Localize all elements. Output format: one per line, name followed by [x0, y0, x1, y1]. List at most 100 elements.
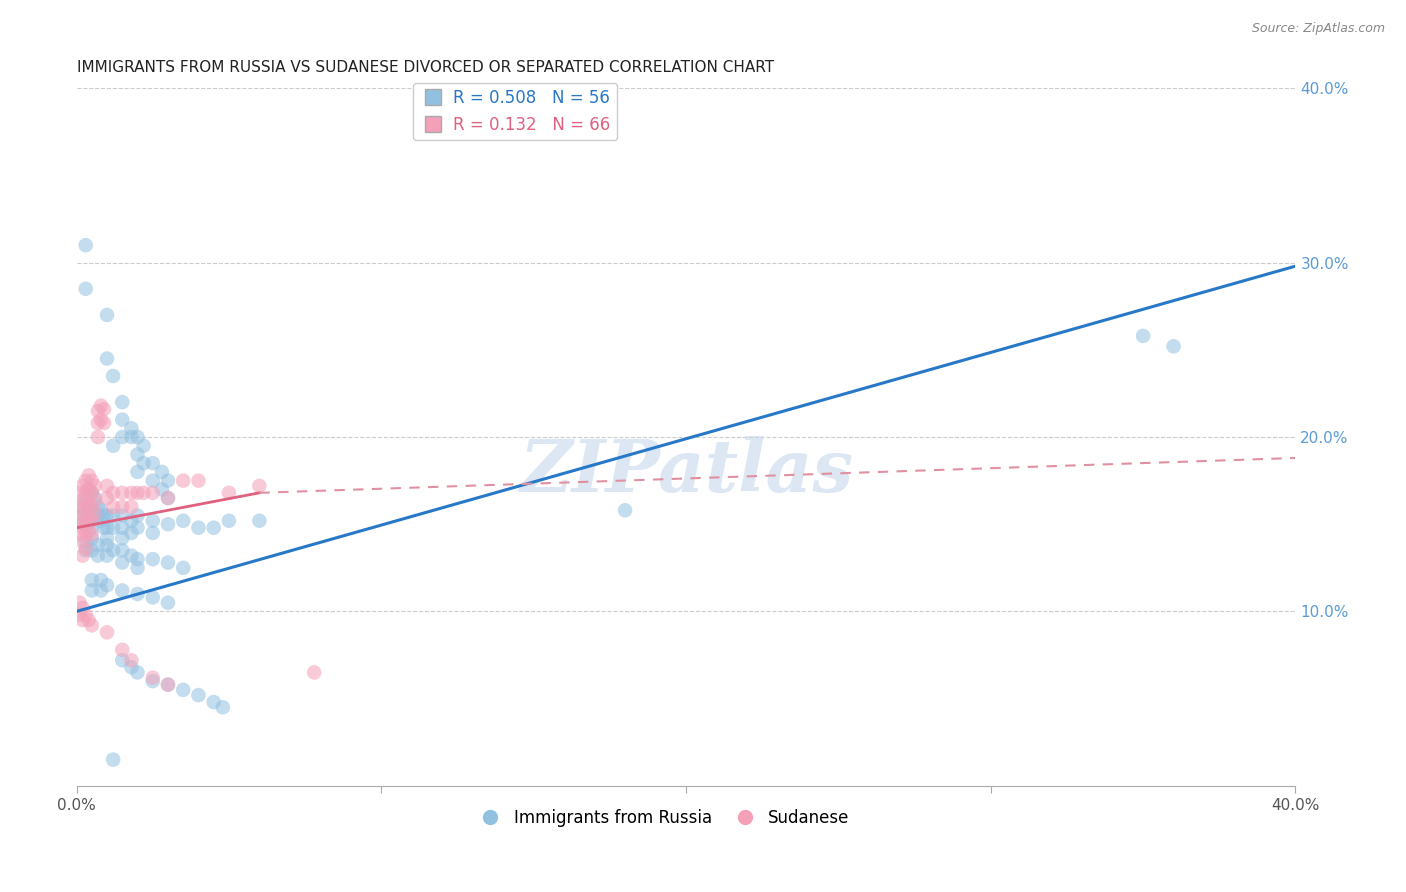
- Point: [127, 485, 149, 500]
- Point: [156, 474, 179, 488]
- Point: [75, 491, 97, 505]
- Point: [83, 479, 105, 493]
- Point: [77, 468, 100, 483]
- Point: [142, 552, 165, 566]
- Point: [101, 439, 124, 453]
- Text: ZIPatlas: ZIPatlas: [519, 436, 853, 508]
- Point: [132, 456, 155, 470]
- Point: [101, 500, 124, 514]
- Point: [80, 485, 103, 500]
- Point: [87, 549, 110, 563]
- Point: [75, 534, 97, 549]
- Point: [80, 503, 103, 517]
- Point: [80, 514, 103, 528]
- Text: Source: ZipAtlas.com: Source: ZipAtlas.com: [1251, 22, 1385, 36]
- Point: [120, 421, 142, 435]
- Point: [1132, 329, 1154, 343]
- Point: [75, 282, 97, 296]
- Point: [96, 521, 118, 535]
- Point: [96, 508, 118, 523]
- Point: [142, 671, 165, 685]
- Point: [72, 507, 94, 521]
- Point: [77, 483, 100, 497]
- Point: [72, 534, 94, 549]
- Point: [72, 601, 94, 615]
- Point: [202, 521, 225, 535]
- Point: [156, 678, 179, 692]
- Point: [72, 517, 94, 532]
- Point: [127, 552, 149, 566]
- Point: [156, 596, 179, 610]
- Point: [211, 700, 233, 714]
- Point: [156, 491, 179, 505]
- Point: [202, 695, 225, 709]
- Point: [87, 430, 110, 444]
- Point: [80, 543, 103, 558]
- Point: [132, 439, 155, 453]
- Point: [187, 688, 209, 702]
- Point: [127, 465, 149, 479]
- Point: [96, 538, 118, 552]
- Point: [80, 573, 103, 587]
- Point: [172, 474, 194, 488]
- Point: [80, 485, 103, 500]
- Point: [101, 508, 124, 523]
- Point: [96, 578, 118, 592]
- Point: [80, 531, 103, 545]
- Point: [90, 573, 112, 587]
- Point: [101, 521, 124, 535]
- Point: [96, 491, 118, 505]
- Point: [75, 514, 97, 528]
- Point: [101, 543, 124, 558]
- Point: [111, 531, 134, 545]
- Point: [72, 549, 94, 563]
- Point: [90, 399, 112, 413]
- Point: [83, 508, 105, 523]
- Point: [75, 543, 97, 558]
- Point: [218, 485, 240, 500]
- Point: [77, 524, 100, 539]
- Point: [93, 508, 115, 523]
- Point: [80, 618, 103, 632]
- Point: [111, 543, 134, 558]
- Point: [80, 474, 103, 488]
- Point: [247, 479, 270, 493]
- Point: [96, 351, 118, 366]
- Point: [132, 485, 155, 500]
- Point: [96, 549, 118, 563]
- Point: [87, 538, 110, 552]
- Point: [111, 583, 134, 598]
- Point: [75, 238, 97, 252]
- Point: [156, 491, 179, 505]
- Point: [72, 479, 94, 493]
- Point: [120, 653, 142, 667]
- Point: [156, 556, 179, 570]
- Point: [172, 682, 194, 697]
- Point: [127, 447, 149, 461]
- Point: [90, 583, 112, 598]
- Legend: Immigrants from Russia, Sudanese: Immigrants from Russia, Sudanese: [467, 802, 856, 833]
- Point: [111, 500, 134, 514]
- Point: [111, 556, 134, 570]
- Point: [111, 485, 134, 500]
- Point: [90, 514, 112, 528]
- Point: [72, 492, 94, 507]
- Point: [156, 517, 179, 532]
- Point: [87, 404, 110, 418]
- Point: [77, 517, 100, 532]
- Point: [80, 500, 103, 514]
- Point: [127, 561, 149, 575]
- Point: [75, 503, 97, 517]
- Point: [142, 485, 165, 500]
- Point: [150, 465, 173, 479]
- Point: [101, 753, 124, 767]
- Point: [111, 653, 134, 667]
- Point: [614, 503, 637, 517]
- Point: [111, 642, 134, 657]
- Point: [120, 430, 142, 444]
- Point: [69, 596, 91, 610]
- Point: [77, 483, 100, 497]
- Point: [111, 412, 134, 426]
- Point: [69, 500, 91, 514]
- Point: [142, 474, 165, 488]
